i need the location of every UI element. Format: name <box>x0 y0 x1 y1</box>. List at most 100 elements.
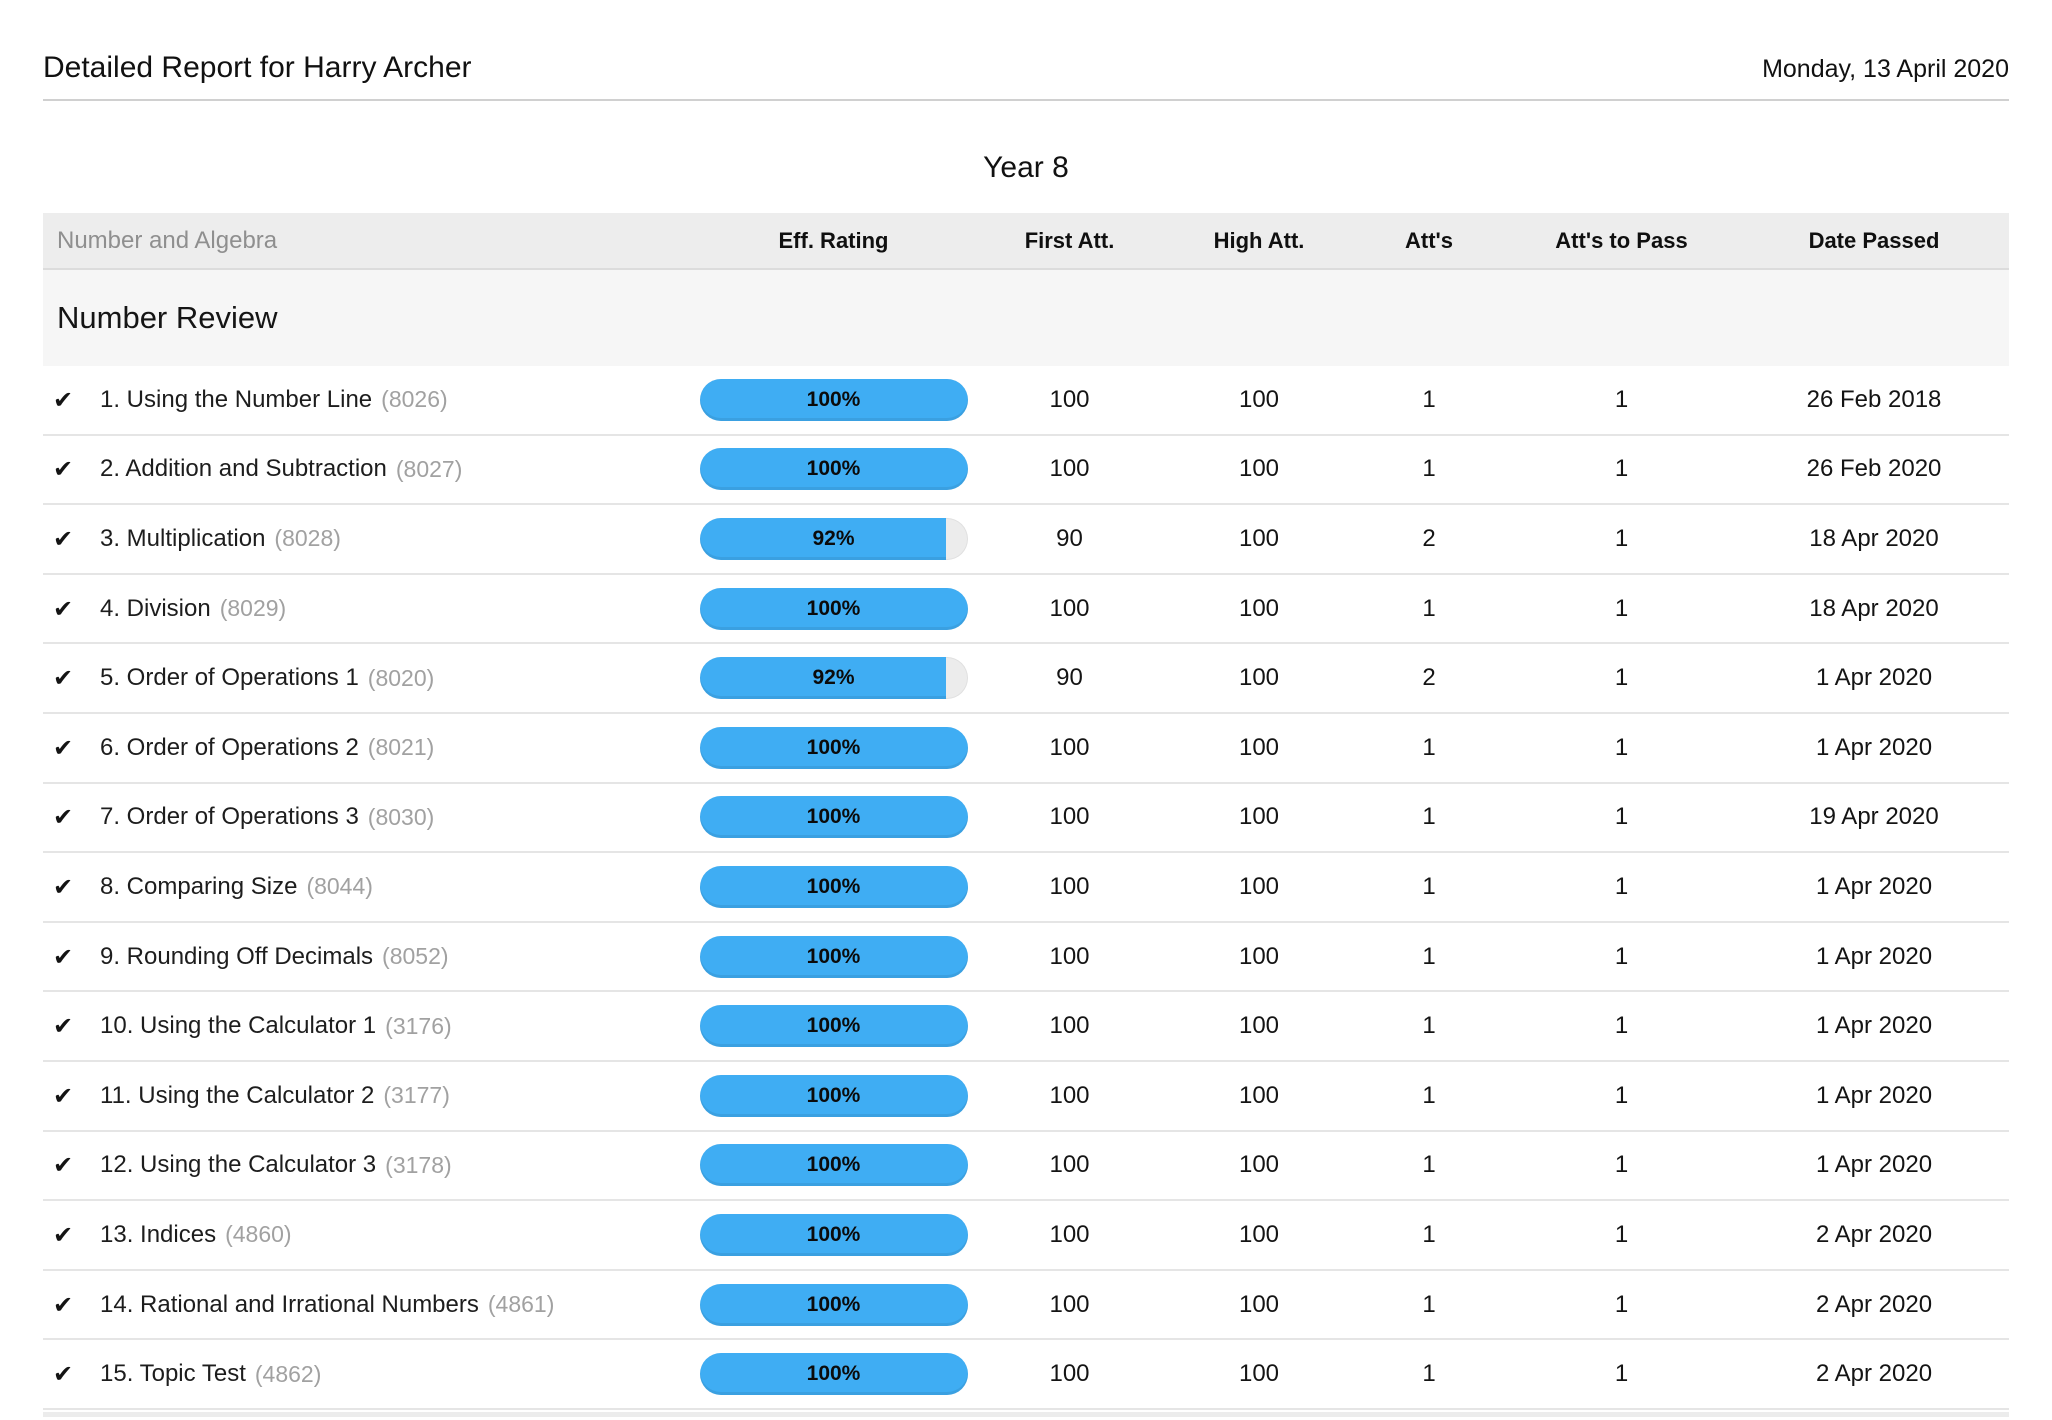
table-row: ✔ 4. Division (8029) 100% 100 100 1 1 18… <box>43 575 2009 645</box>
efficiency-bar: 100% <box>699 935 968 978</box>
efficiency-bar: 100% <box>699 378 968 421</box>
efficiency-bar: 100% <box>699 1144 968 1187</box>
topic-name: 8. Comparing Size <box>100 872 298 900</box>
eff-rating-cell: 92% <box>692 657 975 700</box>
date-passed-value: 19 Apr 2020 <box>1809 803 1939 831</box>
topic-name: 13. Indices <box>100 1220 217 1248</box>
atts-to-pass-value: 1 <box>1614 385 1629 413</box>
topic-id: (8028) <box>274 525 341 552</box>
eff-rating-cell: 92% <box>692 517 975 560</box>
first-att-value: 100 <box>1049 1360 1090 1388</box>
table-row: ✔ 2. Addition and Subtraction (8027) 100… <box>43 436 2009 506</box>
atts-value: 1 <box>1422 1151 1436 1179</box>
high-att-value: 100 <box>1238 455 1280 483</box>
efficiency-bar-fill <box>699 1144 968 1187</box>
completed-check-icon: ✔ <box>53 1290 74 1319</box>
atts-to-pass-value: 1 <box>1614 664 1629 692</box>
efficiency-bar-label: 100% <box>806 735 861 759</box>
report-header: Detailed Report for Harry Archer Monday,… <box>43 0 2009 101</box>
column-header-atts-to-pass: Att's to Pass <box>1555 227 1688 253</box>
first-att-value: 100 <box>1049 594 1090 622</box>
topic-id: (8029) <box>219 595 287 622</box>
efficiency-bar: 100% <box>699 587 968 630</box>
first-att-value: 100 <box>1049 872 1090 900</box>
topic-id: (4860) <box>225 1221 292 1248</box>
table-row: ✔ 6. Order of Operations 2 (8021) 100% 1… <box>43 714 2009 784</box>
efficiency-bar: 92% <box>699 517 968 560</box>
efficiency-bar-label: 100% <box>806 1083 861 1107</box>
table-row: ✔ 15. Topic Test (4862) 100% 100 100 1 1… <box>43 1340 2009 1410</box>
eff-rating-cell: 100% <box>692 1144 975 1187</box>
completed-check-icon: ✔ <box>53 455 74 484</box>
efficiency-bar-fill <box>699 448 968 491</box>
efficiency-bar-fill <box>699 935 968 978</box>
efficiency-bar-label: 100% <box>806 944 861 968</box>
topic-name: 5. Order of Operations 1 <box>100 664 359 692</box>
date-passed-value: 1 Apr 2020 <box>1815 1081 1933 1109</box>
first-att-value: 100 <box>1049 1081 1090 1109</box>
efficiency-bar-fill <box>699 1353 968 1396</box>
atts-to-pass-value: 1 <box>1614 524 1629 552</box>
table-row: ✔ 5. Order of Operations 1 (8020) 92% 90… <box>43 644 2009 714</box>
topic-id: (3176) <box>385 1012 452 1039</box>
topic-id: (3177) <box>383 1082 450 1109</box>
topic-name: 2. Addition and Subtraction <box>100 455 387 483</box>
completed-check-icon: ✔ <box>53 1360 74 1389</box>
efficiency-bar: 92% <box>699 657 968 700</box>
atts-value: 1 <box>1422 1012 1436 1040</box>
topic-cell: ✔ 5. Order of Operations 1 (8020) <box>43 664 692 692</box>
high-att-value: 100 <box>1238 1151 1280 1179</box>
topic-id: (3178) <box>385 1151 452 1178</box>
atts-to-pass-value: 1 <box>1614 803 1629 831</box>
atts-to-pass-value: 1 <box>1614 942 1629 970</box>
efficiency-bar-label: 100% <box>806 874 861 898</box>
high-att-value: 100 <box>1238 1290 1280 1318</box>
atts-value: 2 <box>1422 524 1436 552</box>
topic-name: 3. Multiplication <box>100 524 266 552</box>
date-passed-value: 26 Feb 2018 <box>1806 385 1942 413</box>
first-att-value: 100 <box>1049 803 1090 831</box>
section-header: Number Review <box>43 270 2009 366</box>
date-passed-value: 1 Apr 2020 <box>1815 872 1933 900</box>
atts-value: 1 <box>1422 803 1436 831</box>
efficiency-bar-label: 100% <box>806 387 861 411</box>
completed-check-icon: ✔ <box>53 1220 74 1249</box>
atts-to-pass-value: 1 <box>1614 1220 1629 1248</box>
topic-name: 1. Using the Number Line <box>100 385 373 413</box>
efficiency-bar-label: 100% <box>806 1222 861 1246</box>
column-header-first-att: First Att. <box>1024 227 1115 253</box>
efficiency-bar: 100% <box>699 1005 968 1048</box>
atts-to-pass-value: 1 <box>1614 1290 1629 1318</box>
eff-rating-cell: 100% <box>692 1005 975 1048</box>
table-row: ✔ 1. Using the Number Line (8026) 100% 1… <box>43 366 2009 436</box>
topic-cell: ✔ 12. Using the Calculator 3 (3178) <box>43 1151 692 1179</box>
atts-value: 1 <box>1422 385 1436 413</box>
completed-check-icon: ✔ <box>53 942 74 971</box>
completed-check-icon: ✔ <box>53 664 74 693</box>
report-date: Monday, 13 April 2020 <box>1762 55 2009 83</box>
high-att-value: 100 <box>1238 524 1280 552</box>
first-att-value: 90 <box>1056 664 1083 692</box>
topic-name: 7. Order of Operations 3 <box>100 803 359 831</box>
eff-rating-cell: 100% <box>692 865 975 908</box>
atts-value: 2 <box>1422 664 1436 692</box>
efficiency-bar-fill <box>699 378 968 421</box>
topic-cell: ✔ 10. Using the Calculator 1 (3176) <box>43 1012 692 1040</box>
high-att-value: 100 <box>1238 872 1280 900</box>
date-passed-value: 1 Apr 2020 <box>1815 664 1933 692</box>
atts-to-pass-value: 1 <box>1614 733 1629 761</box>
topic-id: (8044) <box>306 873 373 900</box>
atts-to-pass-value: 1 <box>1614 872 1629 900</box>
efficiency-bar-label: 100% <box>806 1362 861 1386</box>
high-att-value: 100 <box>1238 733 1280 761</box>
section-title: Number Review <box>57 300 278 335</box>
efficiency-bar-label: 100% <box>806 1014 861 1038</box>
date-passed-value: 2 Apr 2020 <box>1815 1360 1933 1388</box>
topic-cell: ✔ 15. Topic Test (4862) <box>43 1360 692 1388</box>
strand-header: Number and Algebra <box>57 226 278 254</box>
efficiency-bar-label: 92% <box>812 526 855 550</box>
efficiency-bar: 100% <box>699 448 968 491</box>
atts-value: 1 <box>1422 1220 1436 1248</box>
topic-name: 11. Using the Calculator 2 <box>100 1081 375 1109</box>
